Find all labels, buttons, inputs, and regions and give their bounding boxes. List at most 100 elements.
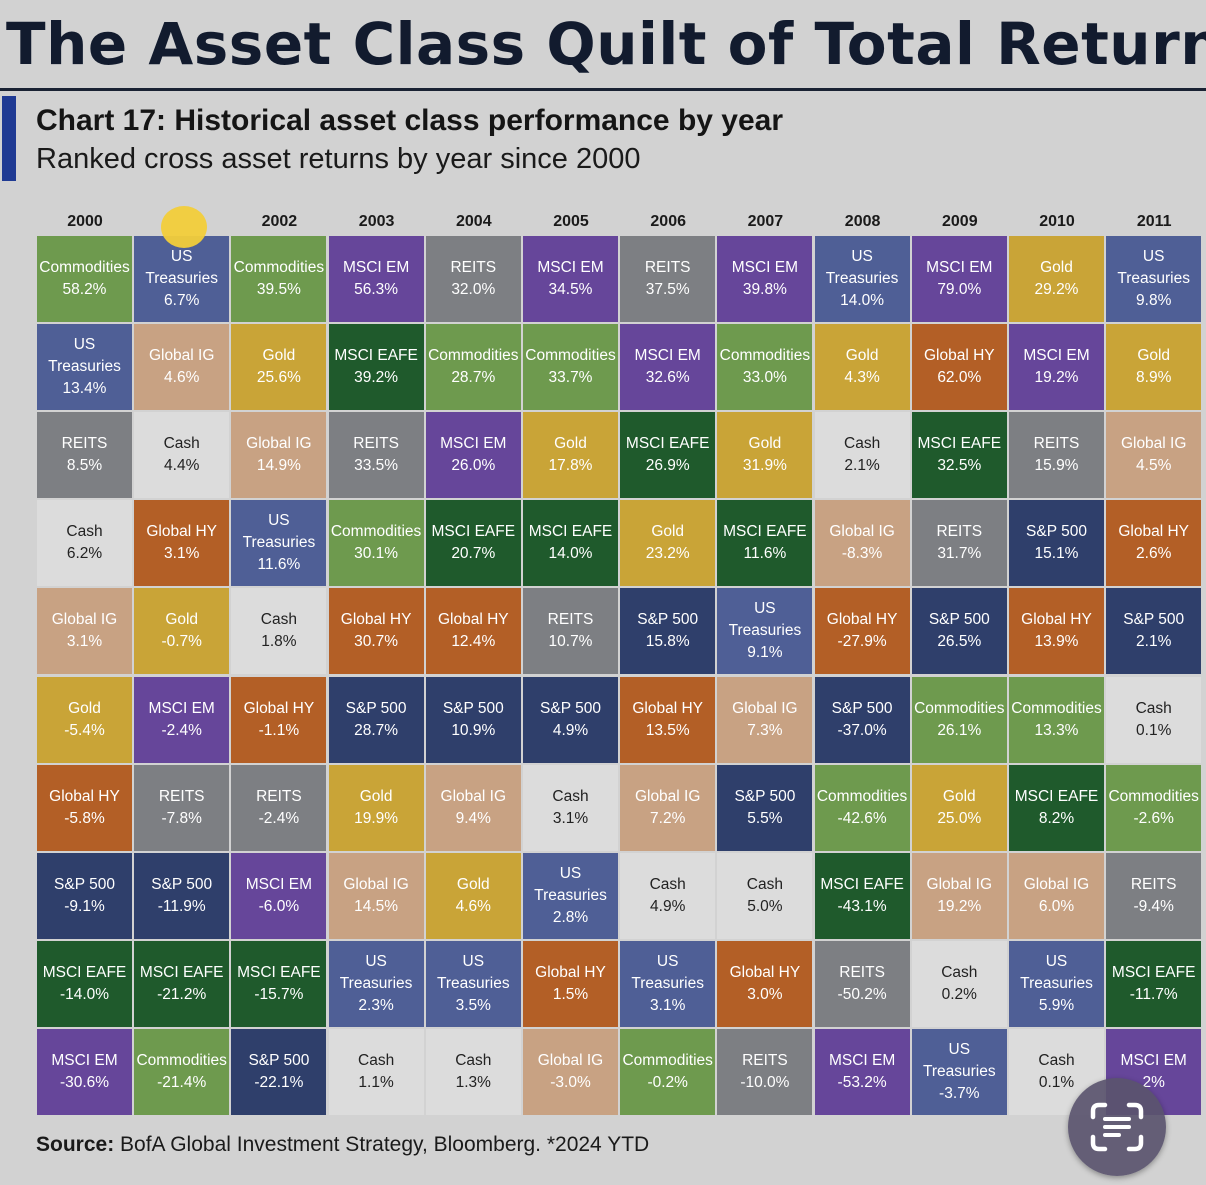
return-value: 31.9% (742, 457, 787, 475)
return-value: 11.6% (743, 545, 787, 563)
quilt-cell-reits: REITS -2.4% (231, 764, 327, 851)
quilt-cell-global-hy: Global HY 2.6% (1106, 500, 1202, 587)
quilt-cell-reits: REITS -7.8% (134, 764, 230, 851)
return-value: -6.0% (258, 897, 300, 915)
quilt-cell-msci-eafe: MSCI EAFE 11.6% (717, 500, 813, 587)
return-value: 19.9% (354, 809, 399, 827)
quilt-cell-cash: Cash 4.4% (134, 412, 230, 499)
return-value: -21.2% (157, 985, 207, 1003)
asset-class-label: MSCI EAFE (431, 523, 516, 541)
asset-class-label: Commodities (1011, 699, 1102, 717)
quilt-cell-gold: Gold 4.3% (814, 324, 910, 411)
quilt-cell-us-treasuries: US Treasuries 9.8% (1106, 236, 1202, 322)
quilt-cell-reits: REITS -9.4% (1106, 852, 1202, 939)
asset-class-label: Gold (456, 875, 490, 893)
asset-class-label: Commodities (233, 259, 325, 276)
return-value: 2.8% (552, 908, 589, 926)
asset-class-label: US Treasuries (436, 952, 510, 992)
quilt-cell-reits: REITS -10.0% (717, 1028, 813, 1115)
return-value: 2.6% (1136, 545, 1172, 563)
asset-class-label: Global IG (440, 787, 507, 805)
quilt-cell-msci-em: MSCI EM -30.6% (37, 1028, 132, 1115)
quilt-cell-msci-em: MSCI EM -53.2% (814, 1028, 910, 1115)
return-value: -42.6% (837, 809, 887, 827)
return-value: -7.8% (161, 809, 202, 827)
asset-class-label: Gold (68, 699, 101, 717)
text-scan-button[interactable] (1068, 1078, 1166, 1176)
return-value: 30.7% (354, 633, 399, 651)
chart-accent-bar (2, 96, 16, 181)
return-value: 1.5% (552, 985, 589, 1003)
quilt-cell-us-treasuries: US Treasuries 3.1% (620, 940, 716, 1027)
asset-class-label: MSCI EM (828, 1051, 896, 1069)
return-value: 25.0% (937, 809, 982, 827)
asset-class-label: Global HY (632, 699, 704, 717)
asset-class-label: Cash (66, 523, 103, 541)
return-value: 9.8% (1136, 292, 1172, 309)
return-value: 33.0% (742, 369, 787, 387)
asset-class-label: Commodities (525, 347, 616, 365)
asset-class-label: US Treasuries (1117, 248, 1191, 287)
return-value: 3.1% (552, 809, 589, 827)
quilt-cell-msci-em: MSCI EM 34.5% (523, 236, 618, 322)
asset-class-label: REITS (256, 787, 302, 805)
return-value: -10.0% (740, 1073, 790, 1091)
quilt-cell-sandp-500: S&P 500 4.9% (523, 676, 618, 763)
return-value: 15.9% (1034, 457, 1079, 475)
asset-class-label: REITS (742, 1051, 788, 1069)
text-scan-icon (1090, 1102, 1144, 1152)
asset-class-label: Cash (844, 435, 881, 453)
asset-class-label: Commodities (622, 1051, 713, 1069)
asset-class-label: Global HY (729, 963, 801, 981)
asset-class-label: US Treasuries (631, 952, 705, 992)
asset-class-label: S&P 500 (1123, 611, 1185, 629)
quilt-cell-commodities: Commodities -42.6% (814, 764, 910, 851)
asset-class-label: Cash (1038, 1051, 1075, 1069)
quilt-cell-sandp-500: S&P 500 -22.1% (231, 1028, 327, 1115)
asset-class-label: US Treasuries (48, 336, 121, 376)
return-value: 3.1% (66, 633, 103, 651)
chart-title: Chart 17: Historical asset class perform… (36, 104, 784, 137)
quilt-cell-us-treasuries: US Treasuries 2.8% (523, 852, 618, 939)
asset-class-label: Global IG (1023, 875, 1090, 893)
return-value: 3.1% (164, 545, 200, 563)
return-value: 9.4% (455, 809, 491, 827)
asset-class-label: Commodities (39, 259, 130, 276)
quilt-cell-commodities: Commodities 33.7% (523, 324, 618, 411)
asset-class-label: US Treasuries (242, 512, 316, 552)
return-value: 1.1% (358, 1073, 394, 1091)
quilt-cell-cash: Cash 1.3% (425, 1028, 521, 1115)
quilt-cell-gold: Gold 19.9% (328, 764, 424, 851)
quilt-cell-sandp-500: S&P 500 15.8% (620, 588, 716, 675)
quilt-cell-commodities: Commodities -21.4% (134, 1028, 230, 1115)
quilt-cell-global-ig: Global IG -8.3% (814, 500, 910, 587)
return-value: -14.0% (59, 985, 110, 1003)
return-value: 10.7% (548, 633, 593, 651)
asset-class-label: MSCI EM (342, 259, 410, 276)
year-header: 2009 (942, 213, 978, 230)
asset-class-label: Cash (1135, 699, 1172, 717)
quilt-cell-msci-em: MSCI EM 79.0% (911, 236, 1007, 322)
asset-class-label: MSCI EAFE (820, 875, 904, 893)
asset-class-label: Gold (165, 611, 199, 629)
return-value: 28.7% (354, 721, 399, 739)
return-value: 15.1% (1034, 545, 1079, 563)
return-value: 10.9% (451, 721, 496, 739)
return-value: -3.0% (550, 1073, 591, 1091)
quilt-cell-cash: Cash 5.0% (717, 852, 813, 939)
return-value: 9.1% (747, 644, 783, 662)
asset-class-label: Global IG (246, 435, 312, 453)
quilt-cell-cash: Cash 1.8% (231, 588, 327, 675)
asset-class-label: Gold (359, 787, 393, 805)
return-value: 26.0% (451, 457, 496, 475)
quilt-cell-sandp-500: S&P 500 2.1% (1106, 588, 1202, 675)
return-value: -37.0% (837, 721, 887, 739)
return-value: 8.2% (1038, 809, 1075, 827)
quilt-cell-commodities: Commodities 58.2% (37, 236, 132, 322)
return-value: 19.2% (1034, 369, 1079, 387)
return-value: -0.7% (161, 633, 202, 651)
return-value: -15.7% (254, 985, 304, 1003)
quilt-cell-commodities: Commodities -0.2% (620, 1028, 716, 1115)
quilt-cell-us-treasuries: US Treasuries 3.5% (425, 940, 521, 1027)
return-value: -0.2% (647, 1073, 688, 1091)
